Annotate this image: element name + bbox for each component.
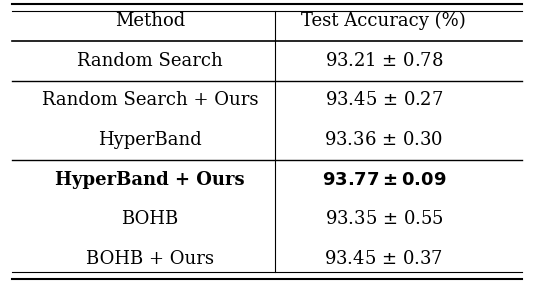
- Text: Random Search: Random Search: [77, 52, 223, 70]
- Text: 93.35 $\pm$ 0.55: 93.35 $\pm$ 0.55: [325, 210, 443, 228]
- Text: 93.45 $\pm$ 0.27: 93.45 $\pm$ 0.27: [325, 91, 443, 110]
- Text: Random Search + Ours: Random Search + Ours: [42, 91, 258, 110]
- Text: HyperBand + Ours: HyperBand + Ours: [56, 171, 245, 189]
- Text: BOHB: BOHB: [122, 210, 179, 228]
- Text: 93.21 $\pm$ 0.78: 93.21 $\pm$ 0.78: [325, 52, 443, 70]
- Text: 93.45 $\pm$ 0.37: 93.45 $\pm$ 0.37: [325, 250, 443, 268]
- Text: HyperBand: HyperBand: [98, 131, 202, 149]
- Text: BOHB + Ours: BOHB + Ours: [86, 250, 214, 268]
- Text: Test Accuracy (%): Test Accuracy (%): [302, 12, 466, 30]
- Text: $\mathbf{93.77 \pm 0.09}$: $\mathbf{93.77 \pm 0.09}$: [321, 171, 446, 189]
- Text: Method: Method: [115, 12, 185, 30]
- Text: 93.36 $\pm$ 0.30: 93.36 $\pm$ 0.30: [324, 131, 443, 149]
